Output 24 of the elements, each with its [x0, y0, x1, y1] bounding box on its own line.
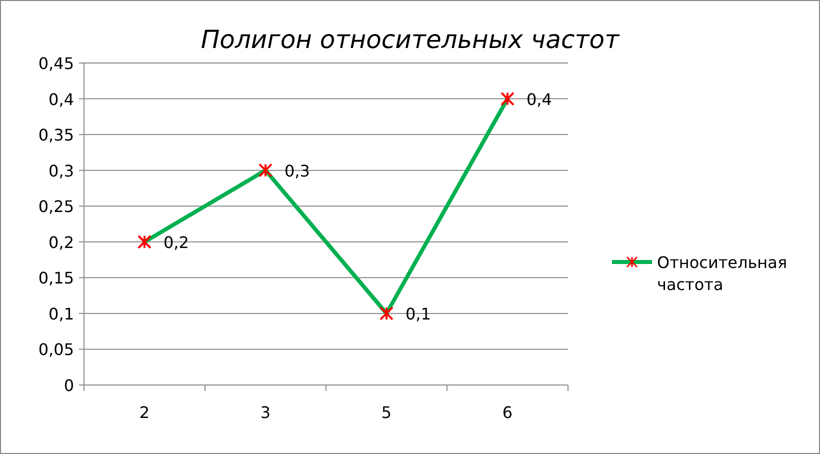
x-tick-label: 6: [502, 403, 513, 422]
y-tick-label: 0,3: [48, 161, 74, 180]
y-tick-label: 0,2: [48, 232, 74, 252]
y-tick-label: 0,05: [38, 340, 74, 360]
data-label: 0,3: [284, 161, 310, 180]
x-tick-label: 5: [381, 403, 392, 422]
point: [138, 234, 152, 249]
point: [500, 92, 514, 106]
x-tick-label: 2: [139, 403, 150, 422]
data-label: 0,4: [526, 90, 552, 109]
y-tick-label: 0,35: [38, 126, 74, 145]
y-tick-label: 0: [64, 376, 74, 395]
y-tick-label: 0,25: [38, 197, 74, 216]
chart-title: Полигон относительных частот: [200, 25, 621, 54]
y-tick-label: 0,1: [48, 304, 74, 324]
y-tick-label: 0,15: [38, 268, 74, 288]
point: [380, 306, 394, 320]
data-label: 0,2: [164, 232, 189, 252]
legend-label: Относительная частота: [657, 253, 788, 294]
point: [258, 163, 272, 178]
y-tick-label: 0,45: [38, 54, 74, 73]
x-tick-label: 3: [260, 403, 271, 422]
data-label: 0,1: [406, 304, 431, 324]
y-tick-label: 0,4: [48, 90, 74, 109]
